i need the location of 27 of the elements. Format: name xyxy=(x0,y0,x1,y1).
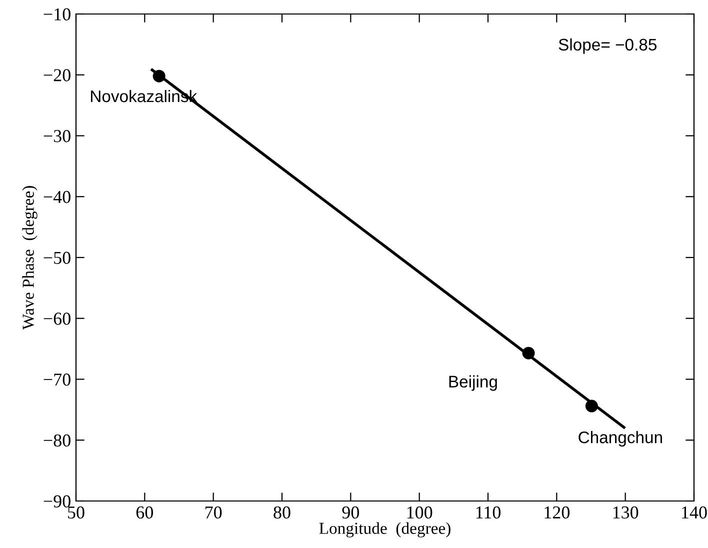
x-axis-title: Longitude (degree) xyxy=(319,522,450,538)
annotation: Changchun xyxy=(578,431,662,447)
x-tick-label: 60 xyxy=(136,506,154,519)
x-tick-label: 100 xyxy=(407,506,432,519)
annotation: Slope= −0.85 xyxy=(558,38,657,54)
y-axis-title: Wave Phase (degree) xyxy=(22,186,38,330)
y-tick-label: −30 xyxy=(44,130,70,142)
annotation: Beijing xyxy=(449,375,497,391)
y-tick-label: −20 xyxy=(44,69,70,82)
y-tick-label: −10 xyxy=(44,8,70,20)
y-tick-label: −90 xyxy=(44,495,70,508)
x-tick-label: 140 xyxy=(682,506,707,519)
x-tick-label: 110 xyxy=(476,506,501,519)
x-tick-label: 120 xyxy=(544,506,570,519)
point xyxy=(152,70,166,82)
x-tick-label: 50 xyxy=(68,506,84,519)
point xyxy=(522,346,535,360)
y-tick-label: −50 xyxy=(44,252,70,264)
x-tick-label: 80 xyxy=(274,506,290,519)
y-tick-label: −80 xyxy=(44,434,70,447)
x-tick-label: 90 xyxy=(342,506,360,519)
x-tick-label: 70 xyxy=(205,506,222,519)
x-tick-label: 130 xyxy=(613,506,638,519)
point xyxy=(585,400,598,412)
y-tick-label: −60 xyxy=(44,312,70,325)
y-tick-label: −70 xyxy=(44,374,70,386)
y-tick-label: −40 xyxy=(44,190,70,204)
